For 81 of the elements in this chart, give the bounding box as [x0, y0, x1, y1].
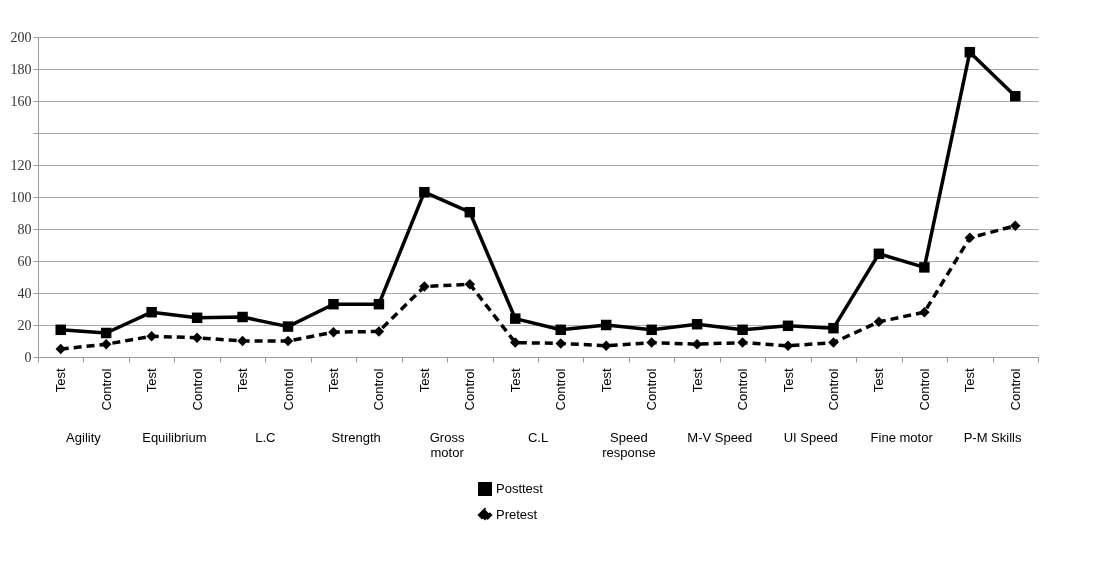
x-tick-label: Control	[553, 368, 569, 411]
point	[464, 278, 476, 290]
point	[373, 298, 385, 310]
point	[419, 281, 430, 292]
y-tick-label: 160	[10, 93, 32, 109]
text: UI Speed	[783, 430, 838, 445]
x-tick-label: Test	[235, 368, 251, 393]
point	[873, 248, 885, 260]
point	[510, 313, 521, 324]
text: Speed response	[602, 430, 656, 460]
x-tick-label: Test	[507, 368, 523, 393]
point	[600, 319, 612, 331]
point	[964, 46, 976, 58]
y-tick-label: 180	[10, 61, 32, 77]
legend-label: Posttest	[496, 481, 544, 496]
point	[737, 324, 748, 336]
point	[55, 324, 66, 336]
text: M-V Speed	[687, 430, 753, 445]
x-tick-label: Test	[598, 368, 614, 393]
y-tick-label: 100	[10, 189, 32, 205]
x-tick-label: Control	[916, 368, 932, 411]
point	[237, 311, 248, 323]
x-tick-label: Control	[371, 368, 387, 411]
point	[646, 337, 657, 348]
point	[191, 312, 203, 324]
y-tick-label: 40	[17, 285, 32, 301]
point	[691, 318, 703, 330]
point	[1010, 90, 1021, 102]
point	[282, 321, 294, 332]
y-tick-label: 80	[17, 221, 32, 237]
point	[237, 335, 248, 347]
x-tick-label: Test	[871, 368, 887, 393]
text: Agility	[66, 430, 102, 445]
point	[964, 232, 976, 244]
text: Fine motor	[870, 430, 934, 445]
point	[555, 324, 566, 336]
x-tick-label: Test	[962, 368, 978, 393]
x-tick-label: Control	[462, 368, 478, 411]
x-tick-label: Control	[825, 368, 841, 411]
point	[737, 337, 748, 348]
text: Equilibrium	[142, 430, 207, 445]
text: C.L	[527, 430, 549, 445]
x-tick-label: Test	[780, 368, 796, 393]
point	[919, 306, 930, 318]
text: L.C	[255, 430, 276, 445]
point	[555, 338, 566, 349]
y-tick-label: 120	[10, 157, 32, 173]
point	[828, 337, 839, 348]
x-tick-label: Test	[53, 368, 69, 393]
point	[328, 326, 339, 338]
x-tick-label: Control	[644, 368, 660, 411]
point	[646, 324, 657, 336]
legend-label: Pretest	[496, 507, 538, 522]
point	[419, 186, 430, 198]
point	[55, 343, 66, 355]
point	[828, 322, 839, 334]
x-tick-label: Test	[144, 368, 160, 393]
x-tick-label: Control	[735, 368, 751, 411]
x-tick-label: Test	[416, 368, 432, 393]
text: Gross motor	[429, 430, 465, 460]
x-tick-label: Control	[98, 368, 114, 411]
point	[328, 298, 339, 310]
point	[873, 316, 885, 328]
point	[919, 262, 930, 273]
x-tick-label: Control	[189, 368, 205, 411]
x-tick-label: Test	[325, 368, 341, 393]
y-tick-label: 200	[10, 29, 32, 45]
x-tick-label: Control	[280, 368, 296, 411]
point	[146, 330, 157, 342]
y-tick-label: 60	[17, 253, 32, 269]
text: P-M Skills	[963, 430, 1022, 445]
x-tick-label: Test	[689, 368, 705, 393]
y-tick-label: 20	[17, 317, 32, 333]
x-tick-label: Control	[1007, 368, 1023, 411]
y-tick-label: 0	[24, 349, 32, 365]
point	[464, 206, 476, 218]
point	[100, 327, 112, 339]
point	[1010, 220, 1021, 232]
point	[782, 320, 794, 332]
point	[146, 306, 157, 318]
text: Strength	[331, 430, 381, 445]
